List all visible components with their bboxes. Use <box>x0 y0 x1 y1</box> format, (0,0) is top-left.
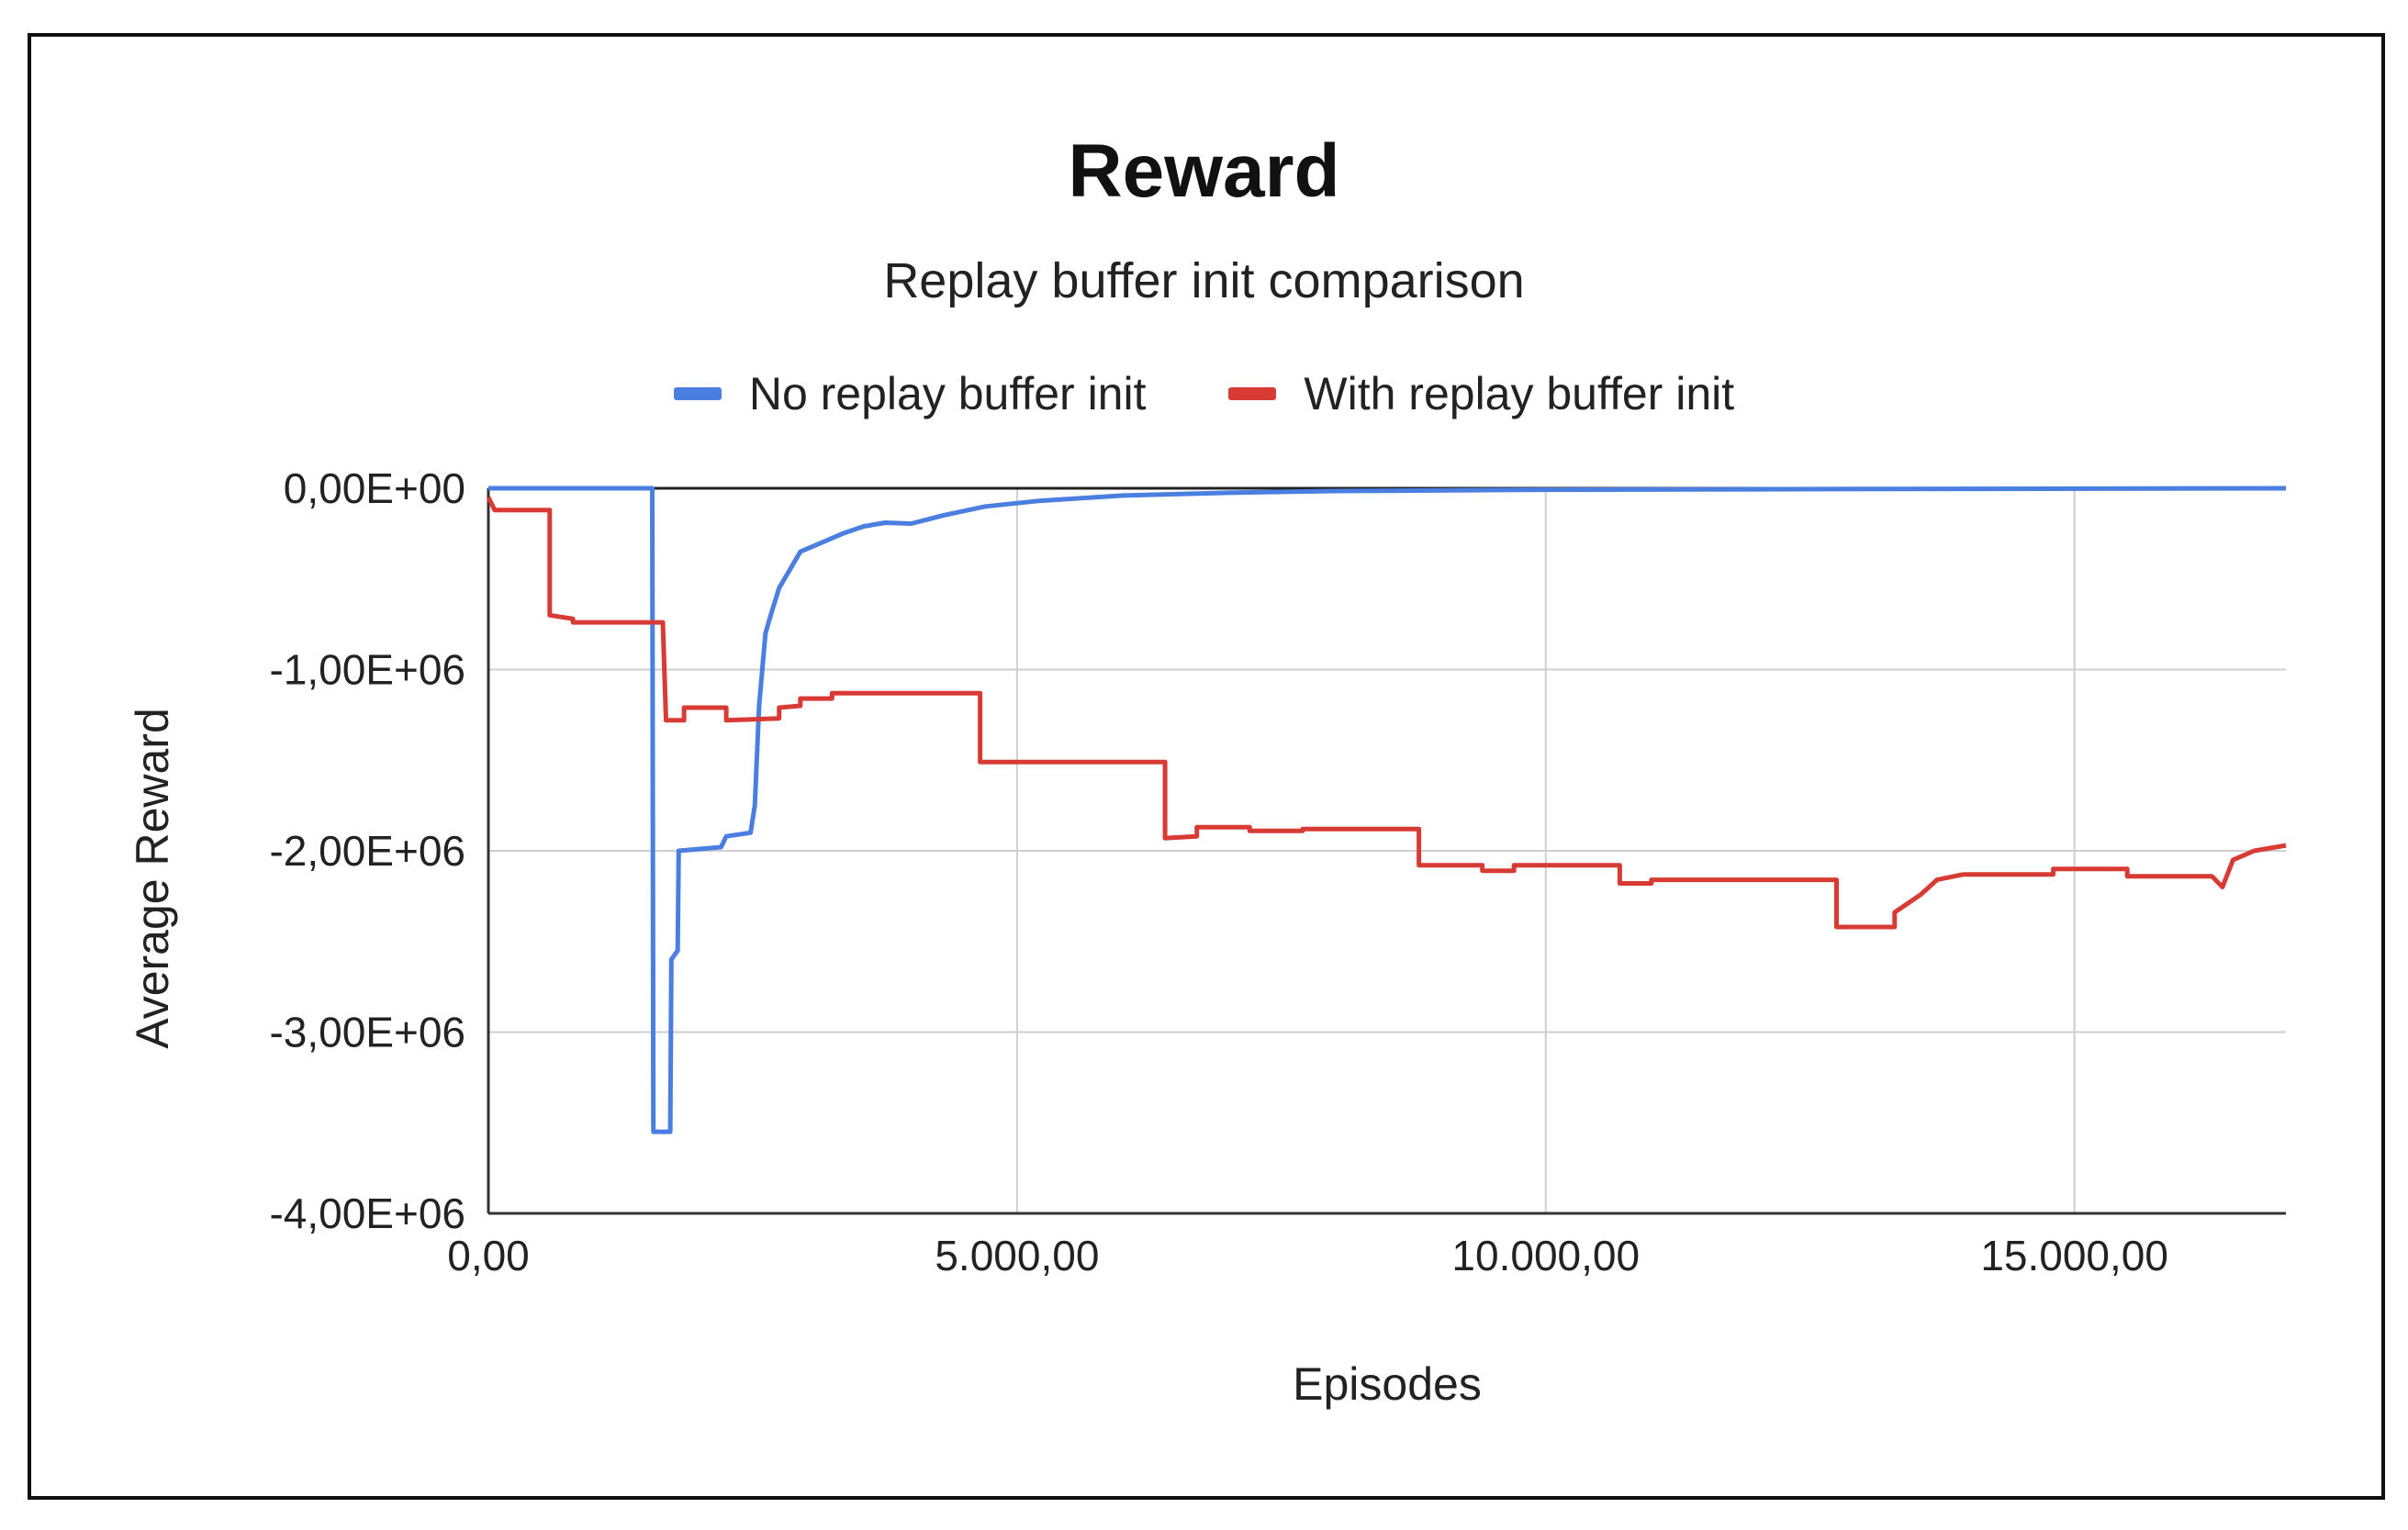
chart-frame <box>28 33 2385 1500</box>
legend-swatch-blue <box>673 387 722 400</box>
y-tick-label: -3,00E+06 <box>269 1009 465 1056</box>
legend: No replay buffer init With replay buffer… <box>0 358 2408 420</box>
legend-swatch-red <box>1228 387 1277 400</box>
series-lines <box>486 486 2287 1134</box>
y-tick-label: -4,00E+06 <box>269 1189 465 1237</box>
legend-label: With replay buffer init <box>1304 368 1735 419</box>
x-tick-label: 15.000,00 <box>1980 1232 2168 1279</box>
x-tick-label: 0,00 <box>447 1232 530 1279</box>
x-tick-label: 10.000,00 <box>1451 1232 1640 1279</box>
chart-title: Reward <box>1068 129 1340 213</box>
series-line-with-replay-buffer-init <box>486 496 2287 930</box>
legend-label: No replay buffer init <box>748 368 1147 419</box>
tick-labels: 0,00E+00 -1,00E+06 -2,00E+06 -3,00E+06 -4,00… <box>269 464 2168 1279</box>
grid-lines <box>488 487 2286 1214</box>
y-tick-label: -1,00E+06 <box>269 646 465 694</box>
y-tick-label: -2,00E+06 <box>269 827 465 875</box>
y-tick-label: 0,00E+00 <box>284 464 465 512</box>
chart-subtitle: Replay buffer init comparison <box>883 253 1525 308</box>
x-tick-label: 5.000,00 <box>935 1232 1099 1279</box>
legend-item-with-replay-buffer-init[interactable]: With replay buffer init <box>1228 367 1734 420</box>
x-axis-title: Episodes <box>1293 1358 1482 1410</box>
legend-item-no-replay-buffer-init[interactable]: No replay buffer init <box>673 367 1147 420</box>
y-axis-title: Average Reward <box>127 708 178 1049</box>
series-line-no-replay-buffer-init <box>488 486 2287 1134</box>
